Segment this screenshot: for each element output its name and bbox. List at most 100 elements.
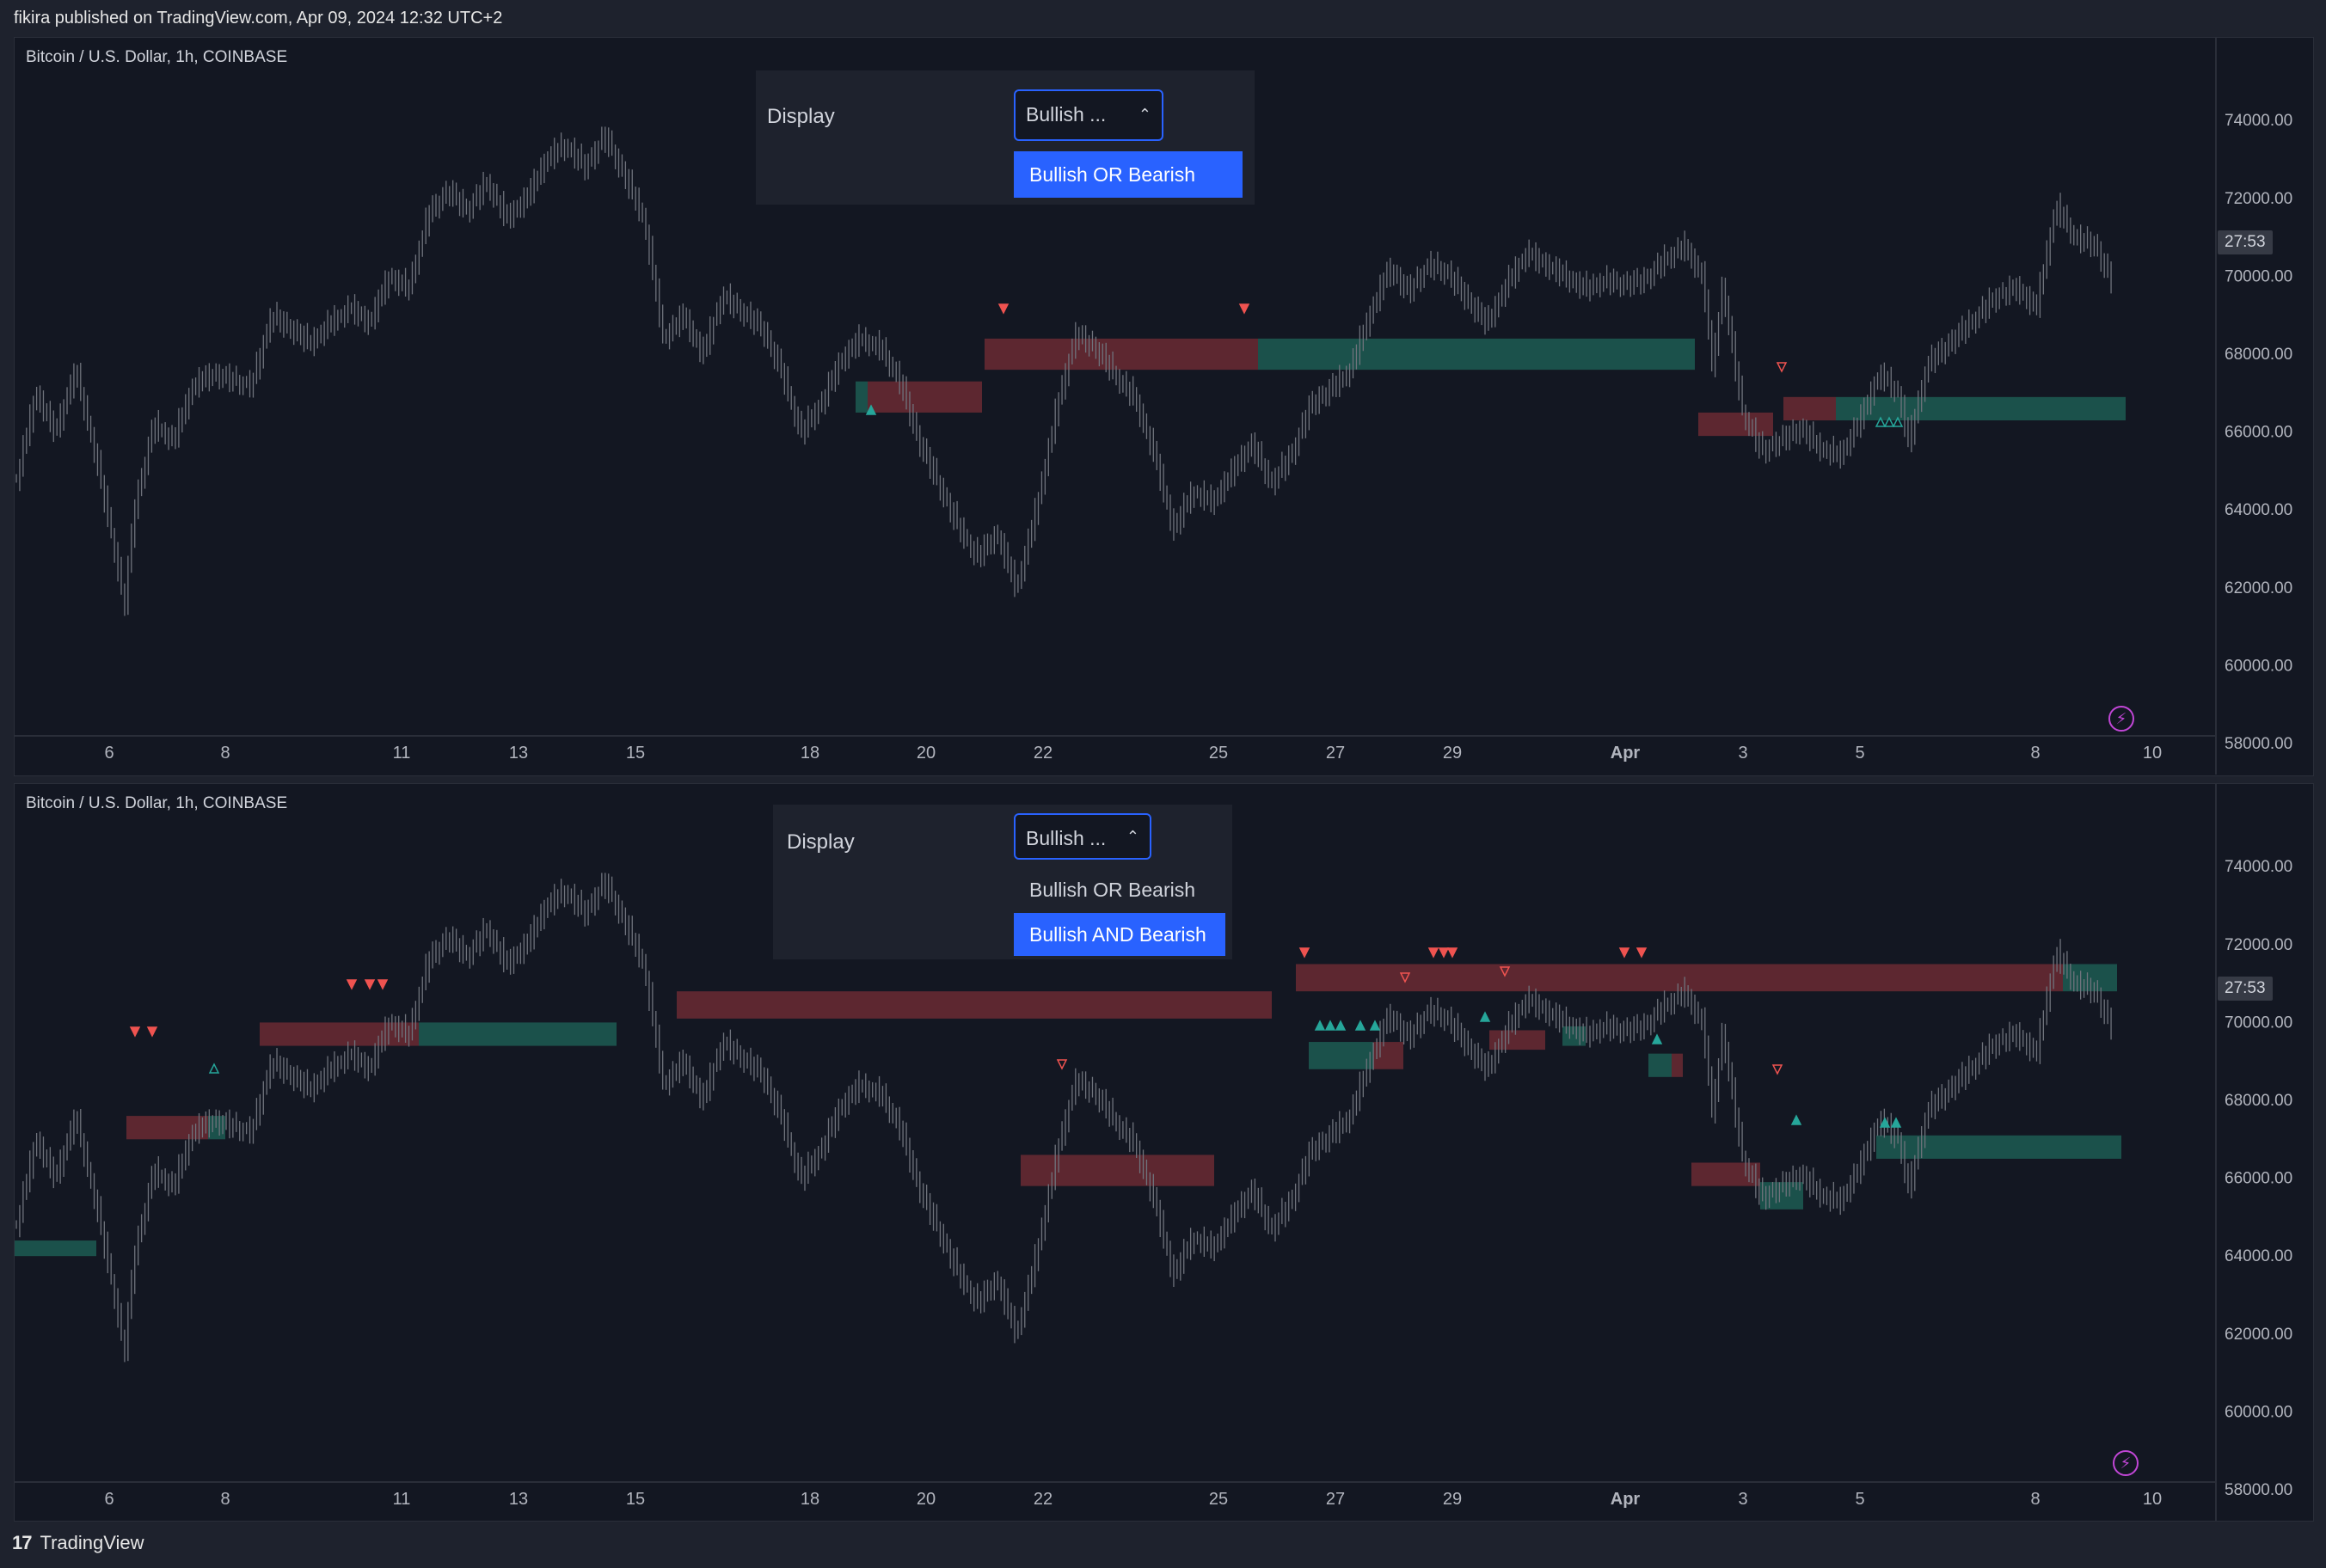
time-tick-label: 20: [917, 1490, 936, 1509]
option-bullish-or-bearish[interactable]: Bullish OR Bearish: [1014, 151, 1243, 198]
time-tick-label: 8: [220, 744, 230, 763]
time-tick-label: 22: [1034, 1490, 1053, 1509]
time-tick-label: 13: [509, 744, 528, 763]
display-select[interactable]: Bullish ... ⌃: [1014, 89, 1163, 141]
time-tick-label: 8: [2030, 1490, 2040, 1509]
countdown-badge: 27:53: [2218, 977, 2273, 1001]
bullish-zone: [1876, 1135, 2121, 1159]
select-value: Bullish ...: [1026, 827, 1107, 849]
bullish-signal-marker: [1314, 1020, 1326, 1031]
price-tick-label: 72000.00: [2225, 936, 2292, 954]
option-bullish-or-bearish[interactable]: Bullish OR Bearish: [1029, 879, 1196, 901]
chart-panel-top[interactable]: 74000.00 72000.00 70000.00 68000.00 66000.00…: [14, 37, 2314, 776]
price-tick-label: 60000.00: [2225, 657, 2292, 675]
time-tick-label: 8: [220, 1490, 230, 1509]
bullish-zone: [856, 381, 868, 413]
bearish-signal-marker: [997, 303, 1010, 315]
time-tick-label: 10: [2143, 1490, 2162, 1509]
bullish-signal-marker: [1883, 416, 1895, 427]
bearish-zone: [985, 338, 1258, 371]
bearish-signal-marker: [1427, 947, 1439, 959]
price-tick-label: 66000.00: [2225, 424, 2292, 442]
bearish-signal-marker: [1298, 947, 1310, 959]
bearish-signal-marker: [1056, 1059, 1068, 1070]
display-dialog: Display Bullish ... ⌃ Bullish OR Bearish: [756, 70, 1255, 205]
bullish-signal-marker: [1369, 1020, 1381, 1031]
lightning-icon[interactable]: ⚡: [2113, 1450, 2139, 1476]
time-tick-label: 6: [104, 1490, 114, 1509]
time-tick-label: 5: [1855, 1490, 1864, 1509]
time-tick-label: 11: [393, 1490, 411, 1509]
bullish-signal-marker: [1335, 1020, 1347, 1031]
bullish-signal-marker: [1354, 1020, 1366, 1031]
time-tick-label: 3: [1738, 1490, 1747, 1509]
price-tick-label: 68000.00: [2225, 346, 2292, 364]
footer-brand[interactable]: TradingView: [40, 1532, 144, 1553]
bullish-zone: [419, 1022, 617, 1046]
bearish-zone: [1698, 412, 1773, 437]
bearish-zone: [1783, 396, 1836, 420]
bearish-signal-marker: [1238, 303, 1250, 315]
price-tick-label: 58000.00: [2225, 1481, 2292, 1499]
display-select[interactable]: Bullish ... ⌃: [1014, 813, 1151, 860]
bullish-signal-marker: [1324, 1020, 1336, 1031]
tradingview-logo[interactable]: 17: [12, 1532, 33, 1553]
price-tick-label: 62000.00: [2225, 1326, 2292, 1344]
chart-canvas-top[interactable]: 74000.00 72000.00 70000.00 68000.00 66000.00…: [15, 38, 2313, 775]
chart-canvas-bottom[interactable]: 74000.00 72000.00 70000.00 68000.00 66000.00…: [15, 784, 2313, 1521]
bearish-zone: [1691, 1162, 1760, 1186]
time-tick-label: 15: [626, 744, 645, 763]
symbol-label: Bitcoin / U.S. Dollar, 1h, COINBASE: [26, 794, 288, 812]
option-bullish-and-bearish[interactable]: Bullish AND Bearish: [1014, 913, 1225, 956]
bullish-signal-marker: [1875, 416, 1887, 427]
bearish-signal-marker: [377, 979, 389, 990]
select-value: Bullish ...: [1026, 103, 1107, 126]
time-tick-label: Apr: [1611, 744, 1641, 763]
bullish-signal-marker: [1879, 1117, 1891, 1128]
time-tick-label: 27: [1326, 744, 1345, 763]
price-tick-label: 68000.00: [2225, 1092, 2292, 1110]
bullish-signal-marker: [865, 404, 877, 415]
bearish-signal-marker: [129, 1026, 141, 1038]
price-tick-label: 74000.00: [2225, 112, 2292, 130]
time-tick-label: Apr: [1611, 1490, 1641, 1509]
time-tick-label: 18: [801, 744, 819, 763]
bearish-signal-marker: [1636, 947, 1648, 959]
time-tick-label: 27: [1326, 1490, 1345, 1509]
bearish-zone: [1296, 964, 2063, 992]
time-tick-label: 25: [1209, 744, 1228, 763]
display-label: Display: [787, 830, 855, 854]
bullish-zone: [1258, 338, 1695, 371]
price-tick-label: 66000.00: [2225, 1170, 2292, 1188]
bullish-zone: [1836, 396, 2126, 420]
countdown-badge: 27:53: [2218, 230, 2273, 254]
time-tick-label: 22: [1034, 744, 1053, 763]
time-tick-label: 15: [626, 1490, 645, 1509]
bullish-zone: [2063, 964, 2117, 992]
time-tick-label: 25: [1209, 1490, 1228, 1509]
bearish-signal-marker: [1771, 1064, 1783, 1075]
display-dialog: Display Bullish ... ⌃ Bullish OR Bearish…: [773, 805, 1232, 959]
time-tick-label: 5: [1855, 744, 1864, 763]
bullish-signal-marker: [208, 1063, 220, 1074]
bullish-zone: [15, 1240, 96, 1257]
footer: 17 TradingView: [12, 1532, 144, 1554]
price-tick-label: 72000.00: [2225, 190, 2292, 208]
time-tick-label: 20: [917, 744, 936, 763]
bullish-signal-marker: [1479, 1011, 1491, 1022]
price-tick-label: 64000.00: [2225, 501, 2292, 519]
time-tick-label: 8: [2030, 744, 2040, 763]
chart-panel-bottom[interactable]: 74000.00 72000.00 70000.00 68000.00 66000.00…: [14, 783, 2314, 1522]
chevron-up-icon: ⌃: [1138, 106, 1151, 123]
time-tick-label: 29: [1443, 1490, 1462, 1509]
price-tick-label: 62000.00: [2225, 579, 2292, 597]
price-tick-label: 70000.00: [2225, 1014, 2292, 1032]
price-tick-label: 60000.00: [2225, 1403, 2292, 1421]
bullish-signal-marker: [1790, 1114, 1802, 1125]
price-tick-label: 58000.00: [2225, 735, 2292, 753]
lightning-icon[interactable]: ⚡: [2108, 706, 2134, 732]
bearish-zone: [1672, 1053, 1683, 1077]
bearish-signal-marker: [1446, 947, 1458, 959]
bullish-zone: [1309, 1042, 1373, 1069]
symbol-label: Bitcoin / U.S. Dollar, 1h, COINBASE: [26, 48, 288, 66]
